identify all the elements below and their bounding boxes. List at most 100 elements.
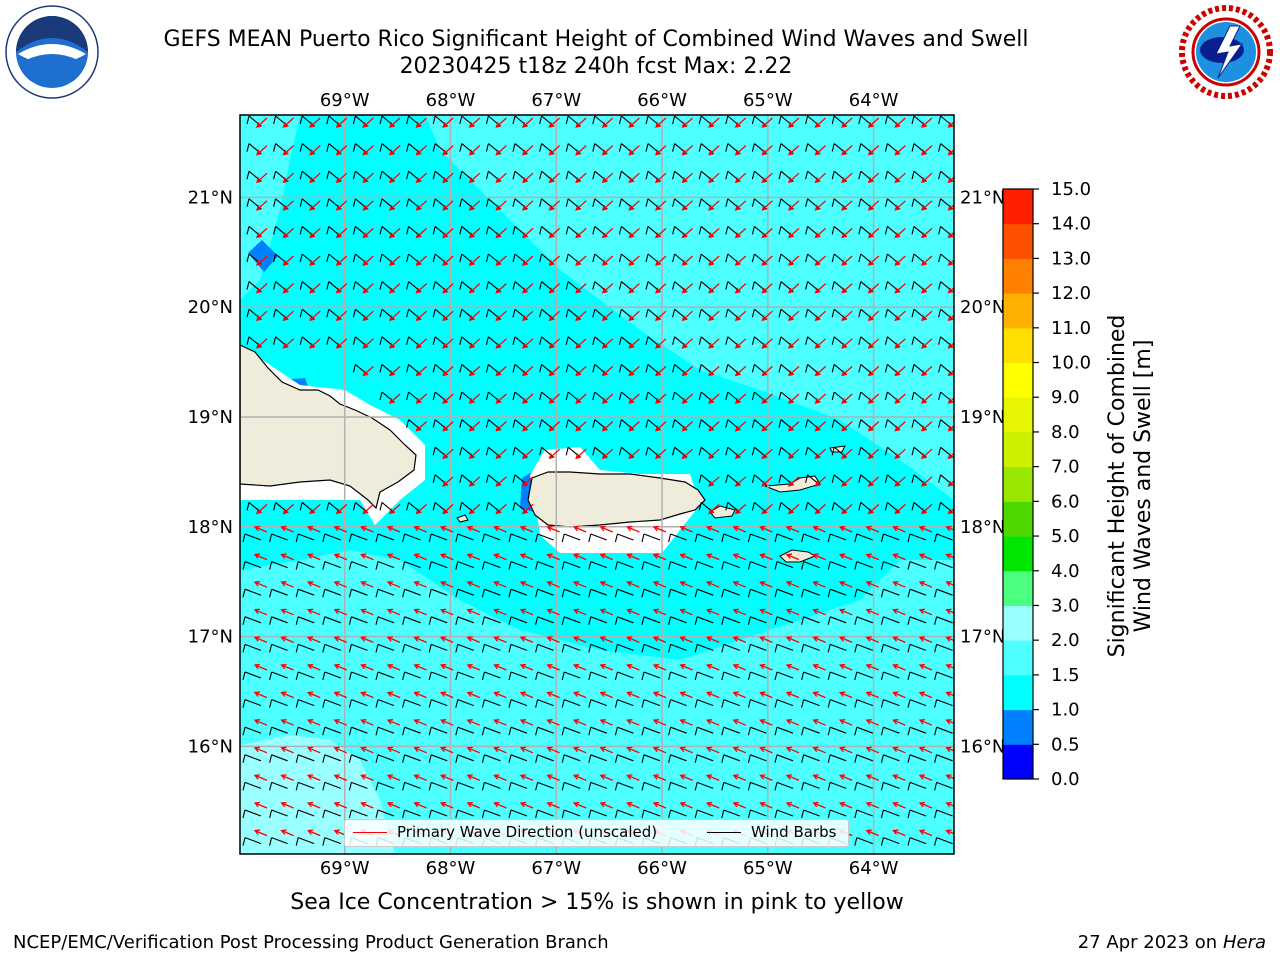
wave-arrow xyxy=(652,581,667,588)
wave-arrow xyxy=(892,829,906,837)
lon-label-top-0: 69°W xyxy=(320,90,370,111)
wave-arrow xyxy=(626,581,640,588)
wave-arrow xyxy=(654,421,667,432)
wave-arrow xyxy=(415,200,428,211)
wave-arrow xyxy=(920,503,933,515)
wind-barb xyxy=(668,643,687,653)
wave-arrow xyxy=(628,200,640,211)
wave-arrow xyxy=(466,581,481,588)
wave-arrow xyxy=(442,310,454,322)
wave-arrow xyxy=(761,448,773,460)
wave-arrow xyxy=(761,338,773,349)
wave-arrow xyxy=(386,663,401,671)
colorbar-bin xyxy=(1003,431,1033,468)
wind-barb xyxy=(721,726,740,736)
wave-arrow xyxy=(519,691,534,699)
wave-arrow xyxy=(920,393,933,404)
wave-arrow xyxy=(785,801,800,809)
wave-arrow xyxy=(386,719,401,726)
wind-barb xyxy=(348,754,368,763)
wave-arrow xyxy=(415,338,428,349)
wave-arrow xyxy=(253,663,268,671)
wind-barb xyxy=(561,643,581,653)
wind-barb xyxy=(747,588,767,598)
footer-machine: Hera xyxy=(1222,932,1266,953)
wind-barb xyxy=(322,616,341,625)
wave-arrow xyxy=(812,636,826,643)
wave-arrow xyxy=(495,172,507,184)
wave-arrow xyxy=(495,227,507,239)
map-legend: Primary Wave Direction (unscaled) Wind B… xyxy=(344,819,849,847)
wave-arrow xyxy=(892,525,906,533)
wave-arrow xyxy=(253,719,268,726)
wind-barb xyxy=(907,533,927,543)
wind-barb xyxy=(535,588,554,598)
wind-barb xyxy=(694,699,714,708)
wave-arrow xyxy=(814,503,827,515)
wave-arrow xyxy=(920,117,933,128)
wind-barb xyxy=(907,809,927,819)
wave-arrow xyxy=(466,691,481,699)
wind-barb xyxy=(747,533,767,543)
wave-arrow xyxy=(626,774,640,781)
wave-arrow xyxy=(335,310,348,322)
wave-arrow xyxy=(945,663,954,670)
wind-barb xyxy=(322,643,341,653)
wave-arrow xyxy=(652,801,667,809)
wind-barb xyxy=(880,643,900,653)
wave-arrow xyxy=(761,145,773,156)
footer-credit: NCEP/EMC/Verification Post Processing Pr… xyxy=(13,932,609,953)
wind-barb xyxy=(508,588,528,598)
wave-arrow xyxy=(575,227,587,239)
wave-arrow xyxy=(493,746,507,754)
wind-barb xyxy=(508,643,528,653)
wave-arrow xyxy=(546,553,560,561)
wave-arrow xyxy=(335,255,348,266)
wave-arrow xyxy=(841,283,853,294)
wave-arrow xyxy=(255,283,268,294)
wave-arrow xyxy=(282,200,295,211)
wave-arrow xyxy=(734,200,747,211)
wave-arrow xyxy=(894,117,906,128)
wave-arrow xyxy=(708,393,720,404)
colorbar-tick-label: 0.5 xyxy=(1051,734,1080,755)
wave-arrow xyxy=(309,503,321,515)
wave-arrow xyxy=(333,608,348,616)
wave-arrow xyxy=(681,310,694,322)
wave-arrow xyxy=(360,553,374,561)
wave-arrow xyxy=(280,691,294,699)
wave-arrow xyxy=(679,525,693,533)
wave-arrow xyxy=(413,774,427,781)
legend-barb-label: Wind Barbs xyxy=(751,823,837,841)
wave-arrow xyxy=(575,200,587,211)
wave-arrow xyxy=(415,421,428,432)
lat-label-left-2: 19°N xyxy=(188,407,233,428)
wave-arrow xyxy=(388,503,401,515)
wave-arrow xyxy=(493,608,507,616)
wave-arrow xyxy=(734,227,747,239)
wave-arrow xyxy=(495,421,507,432)
wave-arrow xyxy=(601,172,614,184)
wave-arrow xyxy=(519,746,534,754)
colorbar-bin xyxy=(1003,327,1033,364)
wave-arrow xyxy=(759,746,773,754)
wind-barb xyxy=(455,809,474,819)
lon-label-bottom-2: 67°W xyxy=(531,858,581,879)
wind-barb xyxy=(721,809,740,819)
wave-arrow xyxy=(280,829,294,837)
wave-arrow xyxy=(681,283,694,294)
wave-arrow xyxy=(785,608,800,616)
wind-barb xyxy=(934,781,953,791)
wave-arrow xyxy=(681,448,694,460)
wave-arrow xyxy=(306,525,321,533)
wind-barb xyxy=(880,533,900,543)
wave-arrow xyxy=(599,663,614,671)
wind-barb xyxy=(402,699,421,708)
wave-arrow xyxy=(282,310,295,322)
wind-barb xyxy=(242,754,262,763)
wind-barb xyxy=(774,643,794,653)
wave-arrow xyxy=(413,746,427,754)
wave-arrow xyxy=(679,553,693,561)
wave-arrow xyxy=(920,421,933,432)
wave-arrow xyxy=(255,200,268,211)
